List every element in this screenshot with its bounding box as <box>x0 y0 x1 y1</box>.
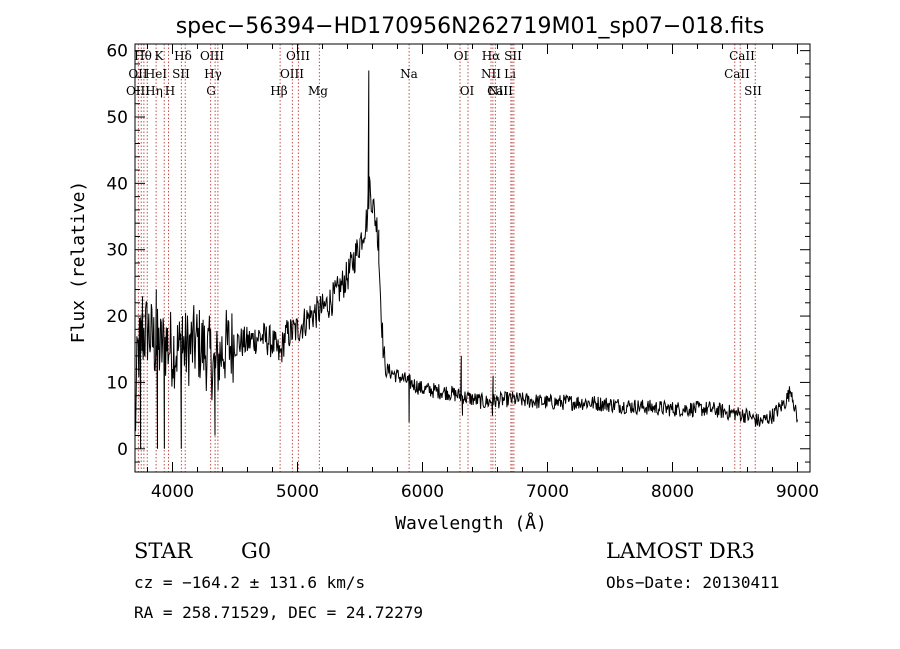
line-label: OIII <box>280 67 304 81</box>
x-tick-label: 8000 <box>651 482 694 502</box>
line-label: H <box>165 84 175 98</box>
line-label: OI <box>454 49 469 63</box>
line-label: CaII <box>724 67 750 81</box>
line-label: Hα <box>482 49 501 63</box>
x-tick-label: 5000 <box>276 482 319 502</box>
y-axis-label: Flux (relative) <box>68 181 89 344</box>
chart-title: spec−56394−HD170956N262719M01_sp07−018.f… <box>176 14 765 39</box>
line-label: SII <box>172 67 190 81</box>
spectrum-line <box>134 70 798 449</box>
line-label: Hβ <box>270 84 287 98</box>
line-label: Hγ <box>204 67 222 81</box>
emission-line-markers <box>137 44 756 472</box>
y-tick-label: 30 <box>106 241 128 261</box>
line-label: SII <box>744 84 762 98</box>
line-label: OIII <box>200 49 224 63</box>
line-label: OI <box>460 84 475 98</box>
x-tick-label: 4000 <box>151 482 194 502</box>
coordinates-readout: RA = 258.71529, DEC = 24.72279 <box>134 603 423 622</box>
y-tick-label: 20 <box>106 307 128 327</box>
line-label: NII <box>488 84 508 98</box>
y-tick-label: 0 <box>117 440 128 460</box>
plot-frame <box>134 43 811 473</box>
line-label: CaII <box>487 84 513 98</box>
x-tick-label: 7000 <box>526 482 569 502</box>
line-label: G <box>206 84 216 98</box>
redshift-readout: cz = −164.2 ± 131.6 km/s <box>134 573 366 592</box>
obs-date: Obs−Date: 20130411 <box>606 573 780 592</box>
y-tick-label: 60 <box>106 42 128 62</box>
x-tick-label: 6000 <box>401 482 444 502</box>
object-type: STAR <box>134 539 193 563</box>
line-label: OII <box>128 67 148 81</box>
line-label: Hδ <box>174 49 192 63</box>
survey-name: LAMOST DR3 <box>606 539 755 563</box>
spectral-subclass: G0 <box>241 539 272 563</box>
x-axis-label: Wavelength (Å) <box>395 512 547 534</box>
line-label: SII <box>504 49 522 63</box>
y-tick-label: 10 <box>106 373 128 393</box>
y-tick-label: 40 <box>106 174 128 194</box>
x-axis-ticks: 4000 5000 6000 7000 8000 9000 <box>147 44 819 502</box>
y-tick-label: 50 <box>106 108 128 128</box>
y-axis-ticks: 0 10 20 30 40 50 60 <box>106 42 810 463</box>
line-label: OIII <box>286 49 310 63</box>
line-label: Hη <box>145 84 163 98</box>
line-label: CaII <box>729 49 755 63</box>
line-label: Mg <box>308 84 328 98</box>
line-label: K <box>155 49 165 63</box>
line-label: NII <box>481 67 501 81</box>
line-label: Hθ <box>134 49 152 63</box>
line-label: Na <box>400 67 418 81</box>
x-tick-label: 9000 <box>776 482 819 502</box>
line-label: Li <box>504 67 516 81</box>
line-label: OIII <box>126 84 150 98</box>
line-label: HeI <box>145 67 168 81</box>
